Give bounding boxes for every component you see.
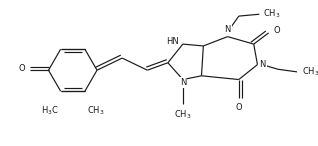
Text: N: N — [259, 60, 266, 69]
Text: CH$_3$: CH$_3$ — [263, 8, 280, 20]
Text: N: N — [180, 78, 186, 87]
Text: H$_3$C: H$_3$C — [41, 104, 59, 117]
Text: O: O — [236, 103, 242, 112]
Text: CH$_3$: CH$_3$ — [87, 104, 104, 117]
Text: O: O — [18, 64, 25, 73]
Text: HN: HN — [166, 37, 179, 46]
Text: O: O — [273, 26, 280, 35]
Text: CH$_3$: CH$_3$ — [174, 108, 192, 121]
Text: CH$_3$: CH$_3$ — [302, 66, 318, 78]
Text: N: N — [225, 25, 231, 34]
